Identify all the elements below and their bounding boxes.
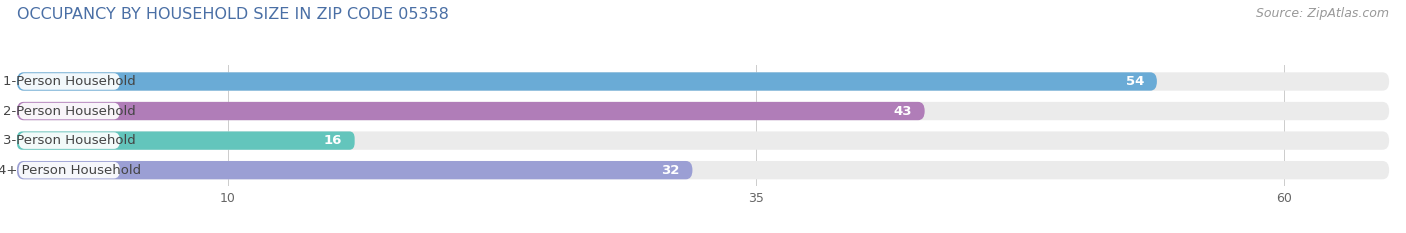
Text: Source: ZipAtlas.com: Source: ZipAtlas.com [1256,7,1389,20]
FancyBboxPatch shape [17,131,1389,150]
Text: 4+ Person Household: 4+ Person Household [0,164,141,177]
Text: 1-Person Household: 1-Person Household [3,75,135,88]
FancyBboxPatch shape [18,132,120,149]
FancyBboxPatch shape [17,72,1389,91]
Text: 2-Person Household: 2-Person Household [3,105,135,117]
Text: 32: 32 [661,164,679,177]
Text: 16: 16 [323,134,342,147]
FancyBboxPatch shape [17,161,1389,179]
FancyBboxPatch shape [18,73,120,90]
FancyBboxPatch shape [18,162,120,178]
Text: OCCUPANCY BY HOUSEHOLD SIZE IN ZIP CODE 05358: OCCUPANCY BY HOUSEHOLD SIZE IN ZIP CODE … [17,7,449,22]
FancyBboxPatch shape [17,102,1389,120]
FancyBboxPatch shape [17,102,925,120]
FancyBboxPatch shape [17,161,692,179]
FancyBboxPatch shape [17,72,1157,91]
FancyBboxPatch shape [17,131,354,150]
FancyBboxPatch shape [18,103,120,119]
Text: 43: 43 [893,105,912,117]
Text: 54: 54 [1126,75,1144,88]
Text: 3-Person Household: 3-Person Household [3,134,135,147]
